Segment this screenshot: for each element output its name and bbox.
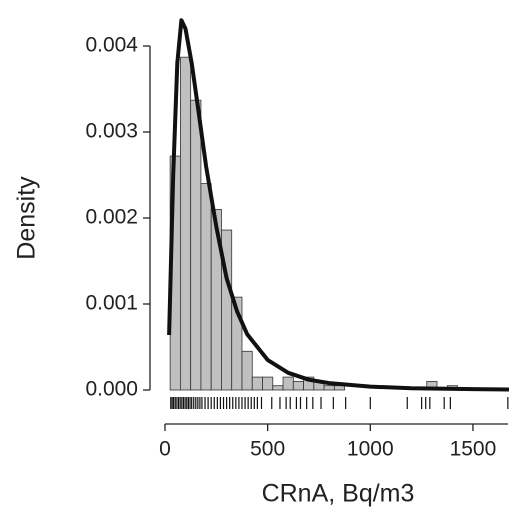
bar: [251, 376, 263, 391]
bar: [241, 350, 253, 391]
bar: [200, 183, 212, 391]
y-tick-label: 0.003: [85, 120, 138, 143]
bar: [323, 385, 335, 391]
y-tick-label: 0.002: [85, 206, 138, 229]
y-tick-label: 0.004: [85, 34, 138, 57]
bar: [292, 380, 304, 391]
bar: [272, 385, 284, 391]
x-tick-label: 1500: [450, 438, 497, 461]
bar: [282, 376, 294, 391]
bar: [190, 99, 202, 391]
bar: [179, 56, 192, 391]
density-curve: [167, 18, 509, 392]
x-axis-label: CRnA, Bq/m3: [262, 480, 415, 508]
x-tick-label: 500: [250, 438, 285, 461]
x-tick-label: 0: [159, 438, 171, 461]
y-axis-label: Density: [13, 176, 41, 260]
x-tick-label: 1000: [347, 438, 394, 461]
bar: [333, 385, 346, 391]
bar: [262, 376, 274, 391]
bar: [231, 296, 243, 391]
y-tick-label: 0.000: [85, 378, 138, 401]
y-tick-label: 0.001: [85, 292, 138, 315]
